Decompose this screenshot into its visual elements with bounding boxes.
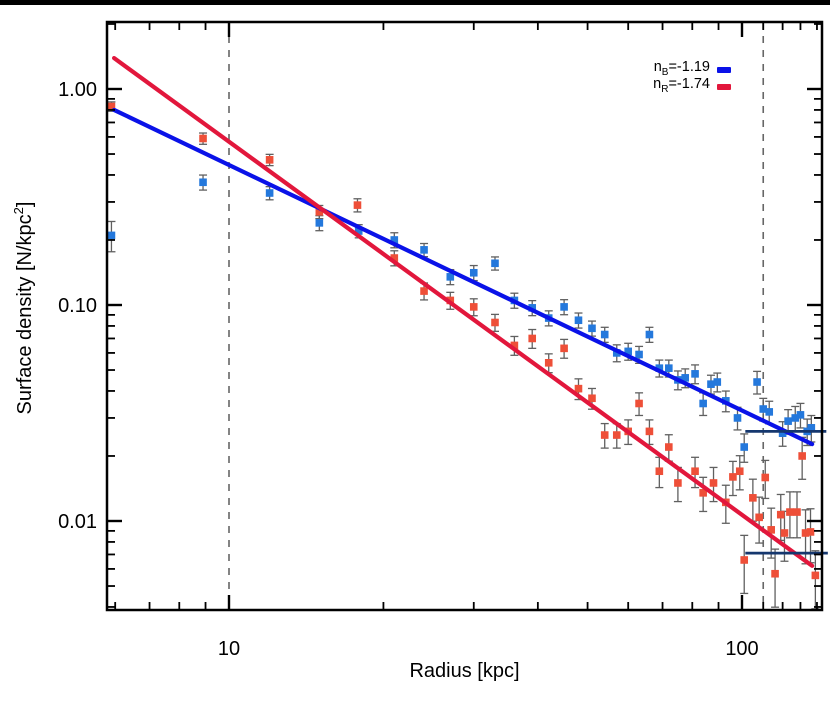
data-point-blue — [645, 330, 654, 339]
data-point-blue — [469, 268, 478, 277]
data-point-blue — [199, 178, 207, 187]
top-border — [0, 0, 830, 5]
fit-line-n_B — [111, 107, 815, 447]
data-point-blue — [707, 380, 715, 388]
data-point-red — [749, 494, 757, 502]
data-point-blue — [691, 370, 699, 378]
data-point-blue — [665, 364, 673, 372]
legend-swatch-blue — [717, 66, 731, 73]
fit-line-n_R — [111, 56, 815, 568]
x-axis-label: Radius [kpc] — [409, 660, 520, 682]
data-point-red — [265, 156, 274, 164]
data-point-red — [761, 473, 770, 482]
x-tick-label: 10 — [218, 638, 240, 660]
data-point-red — [612, 431, 621, 439]
data-point-red — [801, 529, 810, 537]
data-point-blue — [315, 219, 324, 227]
data-point-blue — [600, 330, 609, 339]
data-point-red — [390, 254, 399, 262]
data-point-blue — [390, 236, 399, 244]
plot-frame — [105, 20, 824, 612]
legend: nB=-1.19 nR=-1.74 — [653, 58, 731, 95]
data-point-blue — [574, 316, 583, 325]
data-point-red — [588, 394, 596, 403]
data-point-blue — [733, 414, 742, 422]
y-axis-label: Surface density [N/kpc2] — [11, 201, 36, 415]
data-point-red — [709, 479, 718, 487]
data-point-blue — [765, 408, 774, 416]
data-point-blue — [807, 424, 816, 432]
data-point-blue — [588, 324, 596, 333]
data-point-red — [767, 526, 775, 534]
data-point-red — [674, 479, 682, 487]
data-point-blue — [624, 347, 632, 356]
data-point-red — [771, 569, 779, 578]
data-point-blue — [354, 227, 363, 235]
data-point-red — [740, 556, 749, 564]
data-point-red — [729, 473, 737, 481]
data-point-red — [574, 384, 583, 393]
y-tick-label: 0.10 — [58, 295, 97, 317]
x-tick-label: 100 — [725, 638, 758, 660]
data-point-red — [776, 510, 785, 519]
data-point-red — [786, 508, 794, 516]
data-point-red — [699, 489, 707, 497]
legend-row-blue: nB=-1.19 — [653, 58, 731, 78]
y-tick-label: 1.00 — [58, 79, 97, 101]
data-point-blue — [681, 374, 690, 382]
data-point-blue — [446, 273, 455, 281]
data-point-red — [793, 508, 801, 516]
data-point-red — [798, 452, 806, 460]
data-point-red — [645, 427, 654, 436]
data-point-red — [806, 528, 815, 536]
data-point-blue — [612, 349, 621, 357]
data-point-red — [755, 513, 763, 522]
data-point-red — [665, 443, 673, 451]
data-point-blue — [791, 414, 800, 422]
data-point-red — [510, 341, 519, 350]
data-point-blue — [784, 417, 792, 425]
data-point-blue — [753, 378, 761, 386]
data-point-blue — [560, 303, 568, 311]
data-point-blue — [655, 364, 664, 372]
data-point-red — [491, 318, 499, 327]
data-point-blue — [265, 189, 274, 197]
data-point-blue — [420, 246, 428, 254]
data-point-red — [655, 467, 664, 476]
data-point-red — [560, 344, 568, 353]
data-point-blue — [635, 350, 643, 359]
data-point-blue — [796, 411, 805, 419]
data-point-red — [199, 134, 207, 143]
data-point-red — [420, 287, 428, 295]
data-point-red — [353, 201, 362, 209]
data-point-red — [107, 102, 116, 111]
data-point-red — [811, 571, 820, 580]
data-point-blue — [107, 231, 116, 240]
data-point-blue — [759, 405, 768, 413]
data-point-red — [735, 467, 744, 476]
legend-row-red: nR=-1.74 — [653, 75, 731, 95]
data-point-blue — [699, 399, 707, 408]
data-point-red — [469, 303, 478, 311]
data-point-blue — [740, 443, 749, 451]
data-point-red — [780, 529, 789, 537]
legend-label-blue: nB=-1.19 — [653, 58, 710, 78]
data-point-red — [315, 208, 324, 216]
data-point-red — [544, 359, 553, 367]
legend-swatch-red — [717, 83, 731, 90]
data-point-red — [635, 399, 643, 408]
data-point-red — [600, 431, 609, 439]
data-point-blue — [778, 429, 787, 437]
data-point-blue — [491, 259, 499, 268]
data-point-blue — [713, 378, 722, 386]
data-point-red — [528, 334, 537, 343]
legend-label-red: nR=-1.74 — [653, 75, 710, 95]
data-point-red — [691, 467, 699, 476]
y-tick-label: 0.01 — [58, 511, 97, 533]
